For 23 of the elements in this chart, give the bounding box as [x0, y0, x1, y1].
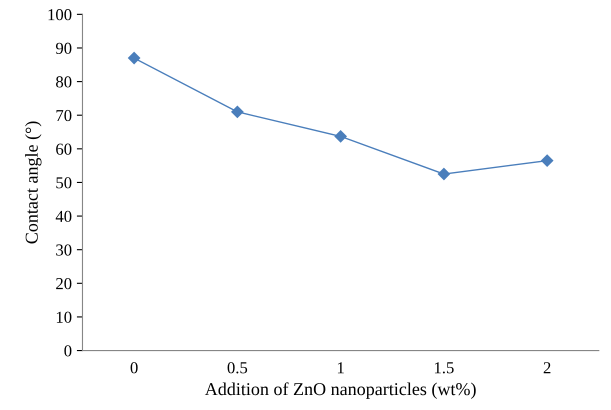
y-tick-label: 40 [56, 210, 72, 222]
y-tick-label: 70 [56, 110, 72, 122]
y-tick-label: 10 [56, 312, 72, 323]
x-tick-label: 1.5 [434, 362, 454, 374]
x-tick-label: 0.5 [228, 362, 248, 374]
point [541, 154, 554, 167]
y-tick-label: 20 [56, 278, 72, 290]
y-axis-title: Contact angle (°) [25, 121, 42, 244]
y-tick-label: 0 [64, 345, 72, 356]
x-tick-label: 0 [130, 362, 138, 374]
y-tick-label: 80 [56, 76, 72, 88]
point [334, 130, 347, 142]
x-tick-label: 1 [338, 362, 344, 374]
y-tick-label: 30 [56, 244, 72, 256]
y-tick-label: 100 [48, 9, 72, 20]
x-tick-label: 2 [544, 362, 550, 374]
point [231, 106, 244, 118]
y-tick-label: 90 [56, 42, 72, 54]
y-tick-label: 60 [56, 144, 72, 155]
point [438, 168, 450, 180]
point [128, 52, 140, 64]
x-axis-title: Addition of ZnO nanoparticles (wt%) [204, 382, 476, 399]
y-tick-label: 50 [56, 177, 72, 188]
